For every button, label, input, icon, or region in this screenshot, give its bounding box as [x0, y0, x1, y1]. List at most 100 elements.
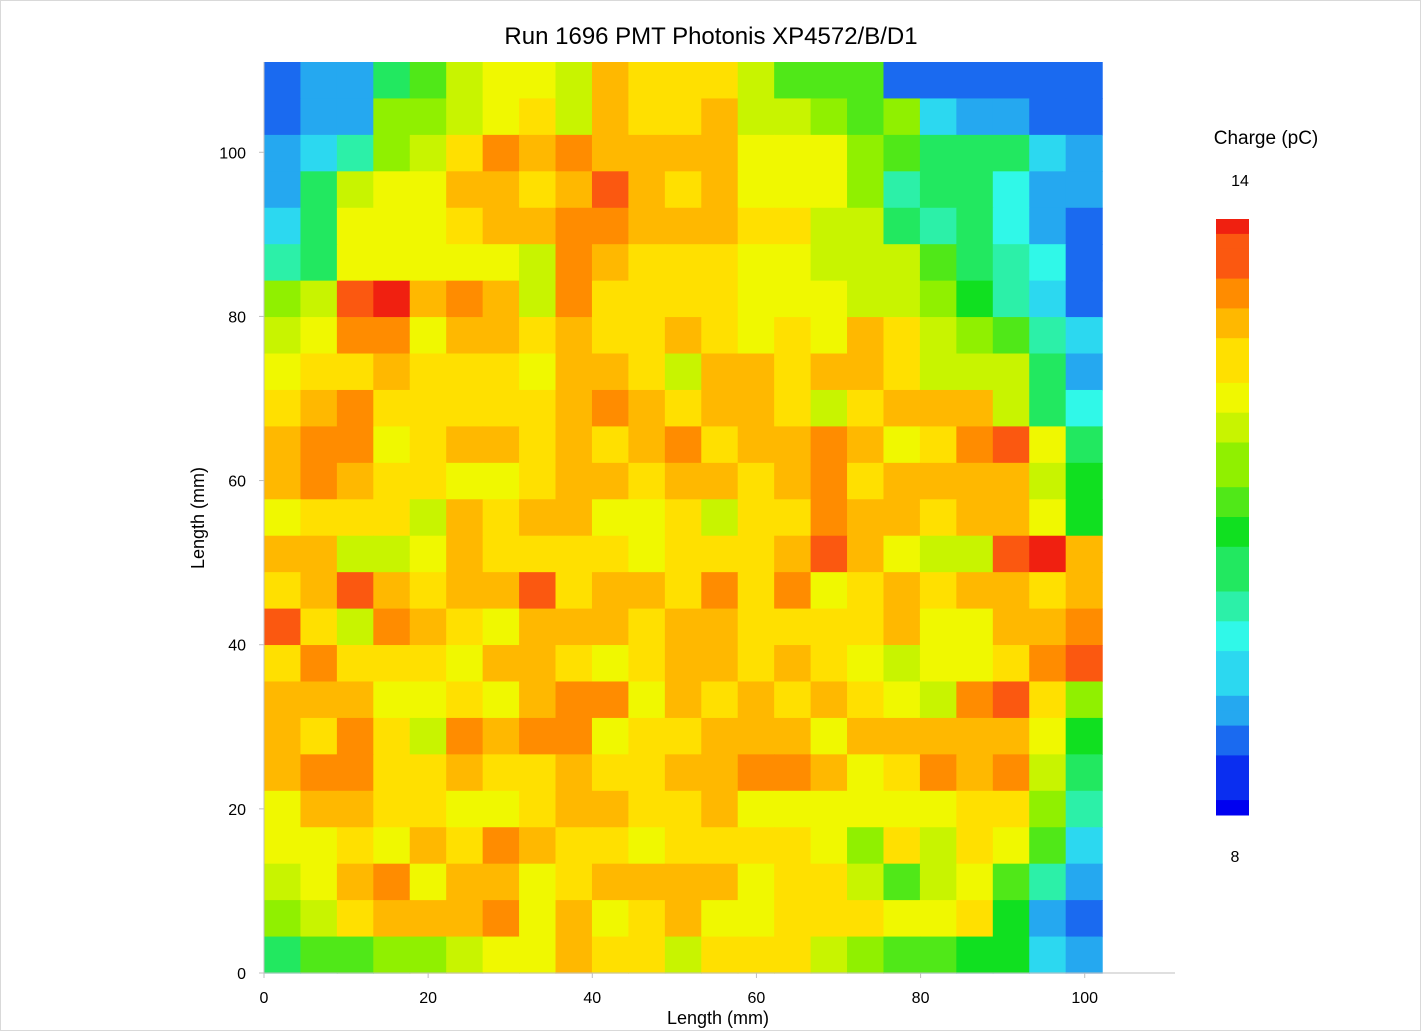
heatmap-cell — [664, 900, 702, 938]
heatmap-cell — [519, 535, 557, 573]
heatmap-cell — [664, 608, 702, 646]
heatmap-cell — [591, 62, 629, 100]
heatmap-cell — [956, 98, 994, 136]
heatmap-cell — [956, 790, 994, 828]
heatmap-cell — [919, 98, 957, 136]
heatmap-cell — [446, 426, 484, 464]
heatmap-cell — [810, 280, 848, 318]
heatmap-cell — [992, 900, 1030, 938]
heatmap-cell — [774, 572, 812, 610]
heatmap-cell — [956, 280, 994, 318]
heatmap-cell — [883, 134, 921, 172]
heatmap-cell — [591, 608, 629, 646]
heatmap-cell — [1065, 134, 1103, 172]
heatmap-cell — [519, 681, 557, 719]
heatmap-cell — [409, 900, 447, 938]
colorbar-step — [1216, 606, 1249, 622]
heatmap-cell — [701, 863, 739, 901]
heatmap-cell — [300, 790, 338, 828]
heatmap-cell — [519, 645, 557, 683]
heatmap-cell — [701, 244, 739, 282]
colorbar-step — [1216, 725, 1249, 741]
heatmap-cell — [264, 171, 302, 209]
heatmap-cell — [336, 900, 374, 938]
colorbar-step — [1216, 338, 1249, 354]
colorbar-step — [1216, 293, 1249, 309]
colorbar-step — [1216, 487, 1249, 503]
heatmap-cell — [883, 717, 921, 755]
heatmap-cell — [446, 572, 484, 610]
heatmap-cell — [1029, 535, 1067, 573]
colorbar-max-label: 14 — [1231, 173, 1249, 190]
heatmap-cell — [519, 98, 557, 136]
heatmap-cell — [336, 608, 374, 646]
heatmap-cell — [409, 426, 447, 464]
heatmap-cell — [664, 134, 702, 172]
heatmap-cell — [847, 827, 885, 865]
heatmap-cell — [919, 389, 957, 427]
heatmap-cell — [883, 608, 921, 646]
heatmap-cell — [446, 645, 484, 683]
heatmap-cell — [482, 717, 520, 755]
colorbar-step — [1216, 382, 1249, 399]
heatmap-cell — [847, 863, 885, 901]
heatmap-cell — [774, 280, 812, 318]
heatmap-cell — [774, 389, 812, 427]
heatmap-cell — [336, 462, 374, 500]
heatmap-cell — [810, 134, 848, 172]
x-axis-label: Length (mm) — [667, 1008, 769, 1028]
heatmap-cell — [664, 62, 702, 100]
heatmap-cell — [737, 608, 775, 646]
colorbar-step — [1216, 636, 1249, 652]
heatmap-cell — [482, 754, 520, 792]
heatmap-cell — [737, 280, 775, 318]
heatmap-cell — [264, 462, 302, 500]
heatmap-cell — [883, 936, 921, 974]
heatmap-cell — [446, 244, 484, 282]
heatmap-cell — [664, 462, 702, 500]
heatmap-cell — [883, 280, 921, 318]
heatmap-cell — [373, 280, 411, 318]
heatmap-cell — [1065, 462, 1103, 500]
heatmap-cell — [300, 353, 338, 391]
heatmap-cell — [701, 754, 739, 792]
heatmap-cell — [446, 790, 484, 828]
heatmap-cell — [264, 426, 302, 464]
heatmap-cell — [919, 936, 957, 974]
heatmap-cell — [810, 863, 848, 901]
x-axis-ticks: 0 20 40 60 80 100 — [260, 973, 1098, 1007]
heatmap-cell — [264, 717, 302, 755]
colorbar-step — [1216, 442, 1249, 458]
heatmap-cell — [701, 572, 739, 610]
heatmap-cell — [774, 717, 812, 755]
heatmap-cell — [628, 134, 666, 172]
y-tick-label: 0 — [237, 966, 246, 983]
heatmap-cell — [992, 244, 1030, 282]
heatmap-cell — [300, 754, 338, 792]
y-tick-label: 100 — [219, 145, 246, 162]
heatmap-cell — [919, 754, 957, 792]
heatmap-cell — [847, 645, 885, 683]
heatmap-cell — [519, 863, 557, 901]
heatmap-cell — [555, 790, 593, 828]
heatmap-cell — [409, 499, 447, 537]
heatmap-cell — [701, 171, 739, 209]
heatmap-cell — [264, 280, 302, 318]
heatmap-cell — [482, 681, 520, 719]
heatmap-cell — [519, 499, 557, 537]
colorbar-step — [1216, 546, 1249, 563]
heatmap-cell — [774, 608, 812, 646]
y-tick-label: 40 — [228, 638, 246, 655]
heatmap-cell — [336, 936, 374, 974]
heatmap-cell — [956, 645, 994, 683]
heatmap-cell — [810, 572, 848, 610]
heatmap-cell — [1065, 317, 1103, 355]
heatmap-cell — [373, 790, 411, 828]
colorbar-min-label: 8 — [1231, 849, 1240, 866]
heatmap-cell — [774, 462, 812, 500]
heatmap-cell — [847, 535, 885, 573]
heatmap-cell — [992, 681, 1030, 719]
heatmap-cell — [373, 863, 411, 901]
heatmap-cell — [373, 244, 411, 282]
